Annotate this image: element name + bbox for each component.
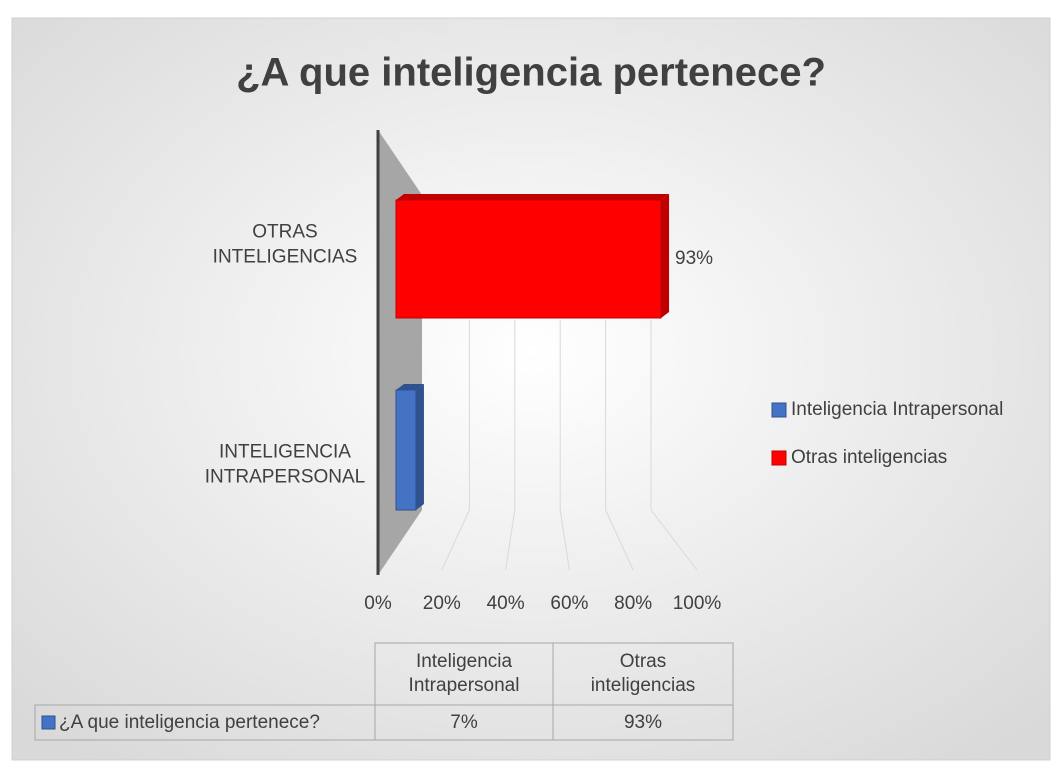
legend-swatch <box>771 450 787 466</box>
table-value: 7% <box>450 712 478 733</box>
legend-label: Inteligencia Intrapersonal <box>791 399 1003 420</box>
x-tick-label: 20% <box>423 593 461 614</box>
bar-front <box>395 389 417 511</box>
grid-line <box>559 509 570 571</box>
x-tick-label: 40% <box>487 593 525 614</box>
x-tick-label: 100% <box>673 593 722 614</box>
grid-line <box>605 509 634 571</box>
bar <box>395 194 670 319</box>
table-value: 93% <box>624 712 662 733</box>
legend-swatch <box>771 402 787 418</box>
legend-label: Otras inteligencias <box>791 447 947 468</box>
grid-line <box>650 509 698 571</box>
x-tick-label: 60% <box>550 593 588 614</box>
grid-line <box>505 509 516 571</box>
chart-background <box>11 17 1051 761</box>
bar-top <box>396 384 424 390</box>
x-tick-label: 80% <box>614 593 652 614</box>
bar-top <box>396 194 670 200</box>
bar-side <box>661 194 670 318</box>
y-tick-label: INTELIGENCIA INTRAPERSONAL <box>205 442 365 488</box>
x-tick-label: 0% <box>364 593 392 614</box>
y-tick-label: OTRAS INTELIGENCIAS <box>213 222 358 268</box>
chart-title: ¿A que inteligencia pertenece? <box>236 51 826 95</box>
bar-front <box>395 199 662 319</box>
bar <box>395 384 424 511</box>
table-header: Inteligencia Intrapersonal <box>409 651 520 696</box>
bar-side <box>415 384 424 510</box>
table-row-label: ¿A que inteligencia pertenece? <box>59 712 320 733</box>
table-cell <box>552 704 734 741</box>
table-swatch <box>41 715 56 730</box>
data-label: 93% <box>675 248 713 269</box>
grid-line <box>441 509 470 571</box>
table-header: Otras inteligencias <box>591 651 696 696</box>
